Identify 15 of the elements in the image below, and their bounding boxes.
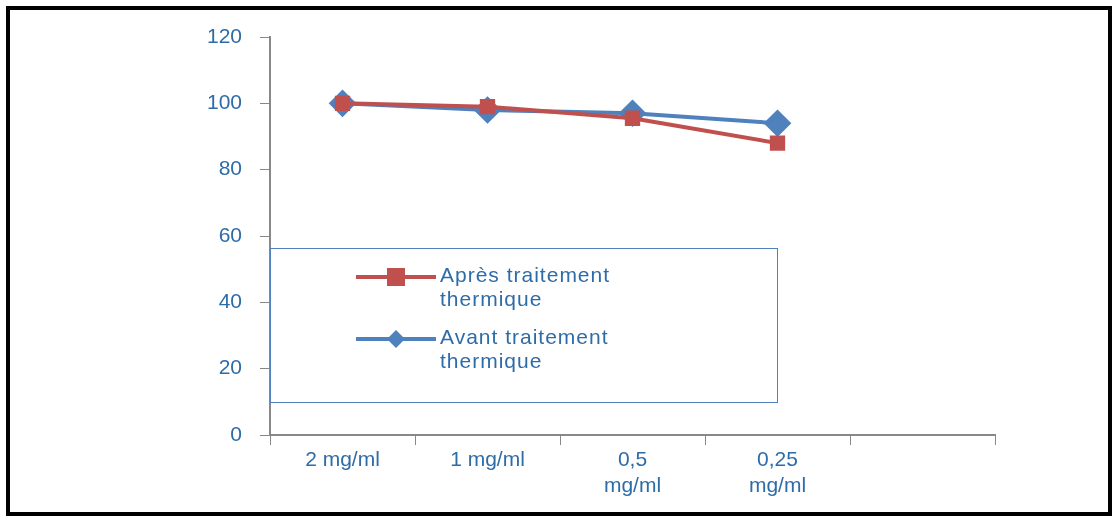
x-tick-label: 2 mg/ml [305, 447, 380, 471]
legend-label: Après traitement thermique [440, 263, 612, 311]
x-tick-label: 0,5 mg/ml [603, 447, 662, 496]
point [764, 110, 791, 137]
legend-label: Avant traitement thermique [440, 325, 610, 373]
y-tick-label: 100 [206, 90, 242, 114]
y-tick-label: 120 [206, 23, 242, 47]
point [769, 135, 786, 151]
x-tick-label: 0,25 mg/ml [748, 447, 807, 496]
y-tick-label: 60 [218, 222, 242, 246]
x-tick-label: 1 mg/ml [450, 447, 525, 471]
y-tick-label: 0 [230, 421, 242, 445]
y-tick-label: 40 [218, 289, 242, 313]
y-tick-label: 20 [218, 355, 242, 379]
y-tick-label: 80 [218, 156, 242, 180]
